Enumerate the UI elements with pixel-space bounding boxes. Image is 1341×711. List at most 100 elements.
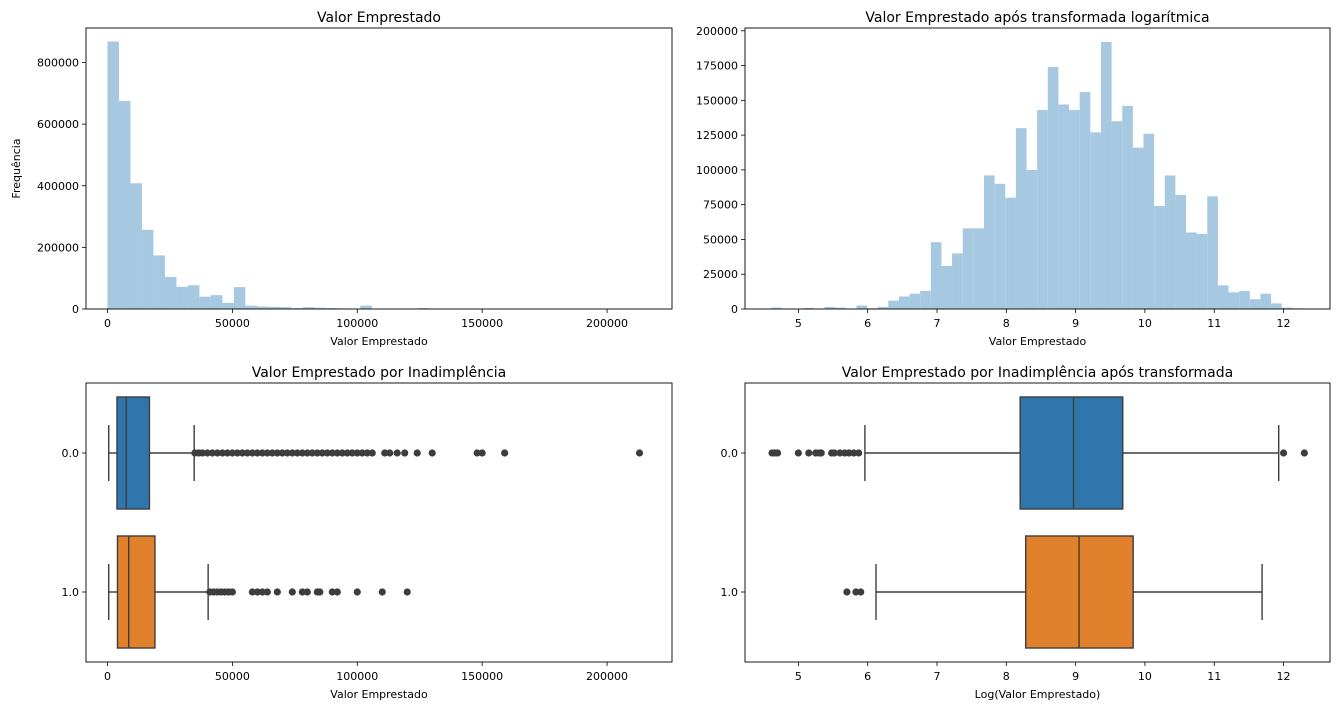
outlier-point: [288, 588, 296, 596]
histogram-bar: [268, 306, 280, 309]
y-tick-label: 125000: [696, 129, 738, 142]
box-iqr: [1019, 396, 1124, 510]
x-tick-label: 8: [1003, 670, 1010, 683]
x-tick-label: 12: [1277, 317, 1291, 330]
y-tick-label: 1.0: [721, 586, 739, 599]
histogram-bar: [141, 229, 154, 309]
chart-title: Valor Emprestado: [317, 10, 441, 26]
y-tick-label: 1.0: [62, 586, 80, 599]
outlier-point: [308, 449, 316, 457]
outlier-point: [358, 449, 366, 457]
outlier-point: [855, 449, 863, 457]
outlier-point: [303, 588, 311, 596]
outlier-point: [843, 588, 851, 596]
outlier-point: [328, 588, 336, 596]
y-tick-label: 0.0: [721, 447, 739, 460]
outlier-point: [238, 449, 246, 457]
outlier-point: [413, 449, 421, 457]
x-tick-label: 100000: [336, 670, 378, 683]
histogram-bar: [1079, 91, 1091, 309]
histogram-bar: [187, 285, 200, 309]
x-tick-label: 200000: [586, 317, 628, 330]
histogram-bar: [118, 101, 131, 309]
histogram-bar: [983, 175, 995, 309]
y-tick-label: 800000: [37, 57, 79, 70]
x-tick-label: 0: [104, 670, 111, 683]
outlier-point: [353, 588, 361, 596]
histogram-bar: [1111, 121, 1123, 309]
outlier-point: [381, 449, 389, 457]
x-tick-label: 6: [864, 317, 871, 330]
x-tick-label: 10: [1138, 670, 1152, 683]
y-tick-label: 175000: [696, 60, 738, 73]
p4-panel: [741, 382, 1331, 666]
histogram-bar: [1175, 194, 1187, 309]
x-tick-label: 9: [1072, 670, 1079, 683]
x-tick-label: 50000: [215, 670, 250, 683]
histogram-bar: [973, 228, 984, 309]
outlier-point: [333, 449, 341, 457]
outlier-point: [794, 449, 802, 457]
outlier-point: [283, 449, 291, 457]
outlier-point: [253, 588, 261, 596]
outlier-point: [348, 449, 356, 457]
histogram-bar: [1207, 196, 1218, 309]
histogram-bar: [930, 242, 942, 309]
outlier-point: [248, 449, 256, 457]
y-tick-label: 25000: [703, 268, 738, 281]
x-axis-label: Valor Emprestado: [330, 688, 428, 701]
outlier-point: [1300, 449, 1308, 457]
histogram-bar: [256, 306, 269, 309]
outlier-point: [830, 449, 839, 457]
y-tick-label: 200000: [37, 241, 79, 254]
p3-panel: [82, 382, 673, 666]
outlier-point: [817, 449, 825, 457]
outlier-point: [1279, 449, 1288, 457]
histogram-bar: [1122, 105, 1133, 309]
outlier-point: [857, 588, 865, 596]
x-tick-label: 10: [1138, 317, 1152, 330]
outlier-point: [363, 449, 371, 457]
outlier-point: [303, 449, 311, 457]
x-axis-label: Valor Emprestado: [989, 335, 1087, 348]
y-axis-label: Frequência: [10, 138, 23, 198]
chart-title: Valor Emprestado por Inadimplência: [252, 365, 507, 381]
outlier-point: [273, 449, 281, 457]
x-tick-label: 0: [104, 317, 111, 330]
p1-panel: [82, 27, 673, 313]
histogram-bar: [941, 265, 953, 309]
histogram-bar: [1047, 66, 1059, 309]
outlier-point: [218, 449, 226, 457]
y-tick-label: 150000: [696, 94, 738, 107]
x-tick-label: 150000: [461, 670, 503, 683]
histogram-bar: [1090, 132, 1101, 309]
outlier-point: [333, 588, 341, 596]
outlier-point: [288, 449, 296, 457]
p2-panel: [741, 27, 1331, 313]
plot-frame: [85, 27, 673, 310]
outlier-point: [298, 588, 306, 596]
histogram-bar: [994, 183, 1006, 309]
histogram-bar: [1228, 292, 1240, 309]
histogram-bar: [1154, 206, 1165, 309]
outlier-point: [403, 588, 411, 596]
outlier-point: [401, 449, 409, 457]
outlier-point: [243, 449, 251, 457]
x-tick-label: 11: [1207, 670, 1221, 683]
outlier-point: [328, 449, 336, 457]
outlier-point: [208, 449, 216, 457]
histogram-bar: [199, 296, 211, 309]
outlier-point: [228, 449, 236, 457]
histogram-bar: [1015, 128, 1027, 309]
outlier-point: [258, 588, 266, 596]
outlier-point: [473, 449, 481, 457]
outlier-point: [233, 449, 241, 457]
histogram-bar: [210, 295, 223, 309]
outlier-point: [316, 588, 324, 596]
y-tick-label: 75000: [703, 199, 738, 212]
outlier-point: [203, 449, 211, 457]
x-tick-label: 5: [795, 317, 802, 330]
outlier-point: [805, 449, 813, 457]
box-iqr: [116, 396, 151, 510]
histogram-bar: [164, 276, 177, 309]
